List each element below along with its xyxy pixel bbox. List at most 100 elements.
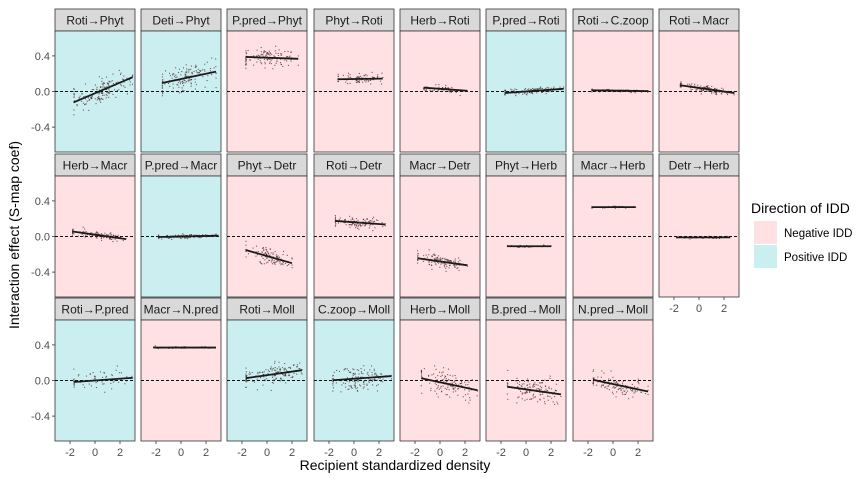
panel-title: Roti→C.zoop (577, 14, 649, 28)
data-point (454, 260, 456, 262)
data-point (246, 375, 248, 377)
data-point (158, 237, 160, 239)
data-point (115, 235, 117, 237)
data-point (290, 51, 292, 53)
data-point (172, 87, 174, 89)
data-point (279, 368, 281, 370)
data-point (610, 370, 612, 372)
data-point (591, 207, 593, 209)
data-point (701, 90, 703, 92)
data-point (552, 90, 554, 92)
panel-title: Herb→Macr (63, 159, 128, 173)
data-points (245, 360, 303, 391)
data-point (162, 73, 164, 75)
data-point (297, 64, 299, 66)
data-point (531, 92, 533, 94)
data-point (541, 382, 543, 384)
data-point (620, 386, 622, 388)
data-point (165, 70, 167, 72)
data-point (245, 376, 247, 378)
data-point (355, 79, 357, 81)
x-tick-label: 2 (117, 447, 123, 459)
data-point (445, 378, 447, 380)
data-point (86, 100, 88, 102)
data-point (101, 83, 103, 85)
data-point (275, 378, 277, 380)
data-point (448, 379, 450, 381)
data-point (625, 392, 627, 394)
data-point (119, 372, 121, 374)
data-point (549, 90, 551, 92)
data-point (198, 72, 200, 74)
data-point (695, 89, 697, 91)
data-point (433, 253, 435, 255)
data-point (634, 390, 636, 392)
data-point (435, 84, 437, 86)
data-point (89, 232, 91, 234)
data-point (189, 234, 191, 236)
data-point (534, 385, 536, 387)
data-point (109, 90, 111, 92)
data-point (708, 87, 710, 89)
data-point (423, 255, 425, 257)
data-point (528, 88, 530, 90)
data-point (443, 258, 445, 260)
data-point (364, 74, 366, 76)
data-point (88, 109, 90, 111)
data-point (627, 89, 629, 91)
data-point (123, 79, 125, 81)
data-point (104, 86, 106, 88)
data-point (362, 373, 364, 375)
x-tick-label: 0 (696, 303, 702, 315)
panel: P.pred→Macr (140, 153, 222, 298)
data-point (262, 54, 264, 56)
data-point (431, 265, 433, 267)
data-point (186, 70, 188, 72)
data-point (103, 383, 105, 385)
data-point (245, 60, 247, 62)
data-point (612, 376, 614, 378)
data-point (104, 232, 106, 234)
data-point (120, 73, 122, 75)
data-point (722, 88, 724, 90)
data-point (687, 83, 689, 85)
data-point (347, 83, 349, 85)
data-point (188, 69, 190, 71)
data-point (533, 88, 535, 90)
data-point (271, 261, 273, 263)
data-point (442, 262, 444, 264)
data-point (344, 368, 346, 370)
data-point (532, 397, 534, 399)
data-point (637, 378, 639, 380)
data-point (437, 375, 439, 377)
y-tick-label: 0.4 (35, 340, 50, 352)
data-point (283, 250, 285, 252)
data-point (293, 364, 295, 366)
data-point (274, 64, 276, 66)
data-point (634, 92, 636, 94)
legend-label-negative: Negative IDD (784, 228, 852, 240)
data-point (352, 368, 354, 370)
data-point (605, 386, 607, 388)
data-point (451, 86, 453, 88)
data-point (270, 63, 272, 65)
data-point (184, 80, 186, 82)
data-point (280, 64, 282, 66)
data-point (555, 383, 557, 385)
data-point (591, 91, 593, 93)
data-point (361, 77, 363, 79)
data-point (537, 384, 539, 386)
data-point (504, 90, 506, 92)
data-point (98, 96, 100, 98)
data-point (455, 382, 457, 384)
data-point (345, 81, 347, 83)
data-point (449, 264, 451, 266)
data-point (538, 388, 540, 390)
data-point (444, 379, 446, 381)
panel-title: Roti→Phyt (66, 14, 124, 28)
data-point (697, 84, 699, 86)
data-point (204, 70, 206, 72)
data-point (73, 94, 75, 96)
data-point (195, 70, 197, 72)
data-point (461, 382, 463, 384)
